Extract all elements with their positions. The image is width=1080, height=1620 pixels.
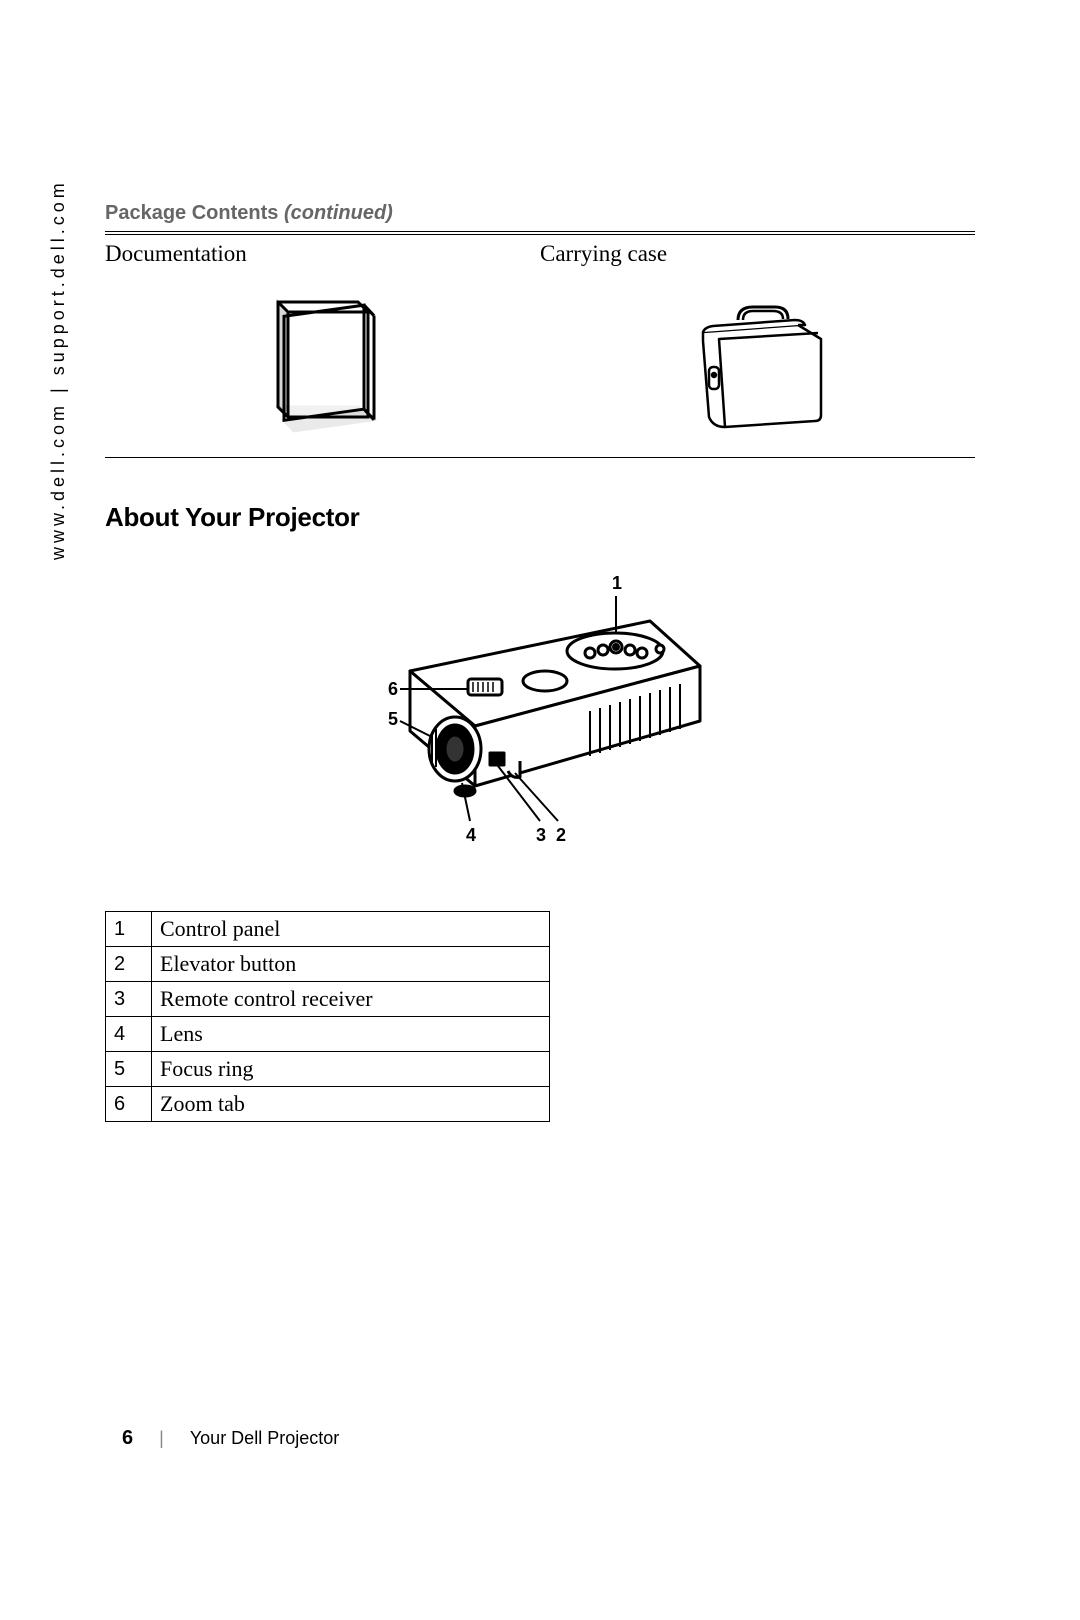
- part-num: 3: [106, 982, 152, 1017]
- page-number: 6: [122, 1427, 133, 1450]
- package-label-carrying-case: Carrying case: [540, 241, 975, 267]
- package-cell-carrying-case: Carrying case: [540, 235, 975, 447]
- part-desc: Lens: [152, 1017, 550, 1052]
- side-url-text: www.dell.com | support.dell.com: [48, 179, 69, 560]
- callout-5: 5: [388, 709, 398, 729]
- part-num: 4: [106, 1017, 152, 1052]
- part-desc: Focus ring: [152, 1052, 550, 1087]
- about-heading: About Your Projector: [105, 502, 975, 533]
- package-contents-row: Documentation: [105, 235, 975, 458]
- callout-2: 2: [556, 825, 566, 845]
- callout-3: 3: [536, 825, 546, 845]
- table-row: 2 Elevator button: [106, 947, 550, 982]
- part-num: 6: [106, 1087, 152, 1122]
- part-desc: Remote control receiver: [152, 982, 550, 1017]
- footer-divider: |: [159, 1428, 164, 1449]
- part-desc: Control panel: [152, 912, 550, 947]
- part-desc: Zoom tab: [152, 1087, 550, 1122]
- package-contents-suffix: (continued): [284, 202, 393, 224]
- table-row: 1 Control panel: [106, 912, 550, 947]
- table-row: 3 Remote control receiver: [106, 982, 550, 1017]
- table-row: 6 Zoom tab: [106, 1087, 550, 1122]
- part-num: 1: [106, 912, 152, 947]
- package-contents-header: Package Contents (continued): [105, 202, 975, 232]
- package-contents-title: Package Contents: [105, 202, 278, 224]
- callout-6: 6: [388, 679, 398, 699]
- table-row: 5 Focus ring: [106, 1052, 550, 1087]
- callout-4: 4: [466, 825, 476, 845]
- part-num: 2: [106, 947, 152, 982]
- parts-table: 1 Control panel 2 Elevator button 3 Remo…: [105, 911, 550, 1122]
- footer-section-title: Your Dell Projector: [190, 1428, 339, 1449]
- documentation-icon: [105, 287, 540, 447]
- table-row: 4 Lens: [106, 1017, 550, 1052]
- page-footer: 6 | Your Dell Projector: [122, 1427, 339, 1450]
- package-label-documentation: Documentation: [105, 241, 540, 267]
- page-content: Package Contents (continued) Documentati…: [105, 202, 975, 1122]
- package-cell-documentation: Documentation: [105, 235, 540, 447]
- part-desc: Elevator button: [152, 947, 550, 982]
- carrying-case-icon: [540, 287, 975, 447]
- callout-1: 1: [612, 573, 622, 593]
- part-num: 5: [106, 1052, 152, 1087]
- projector-figure: 1 6 5 4 3 2: [105, 561, 975, 871]
